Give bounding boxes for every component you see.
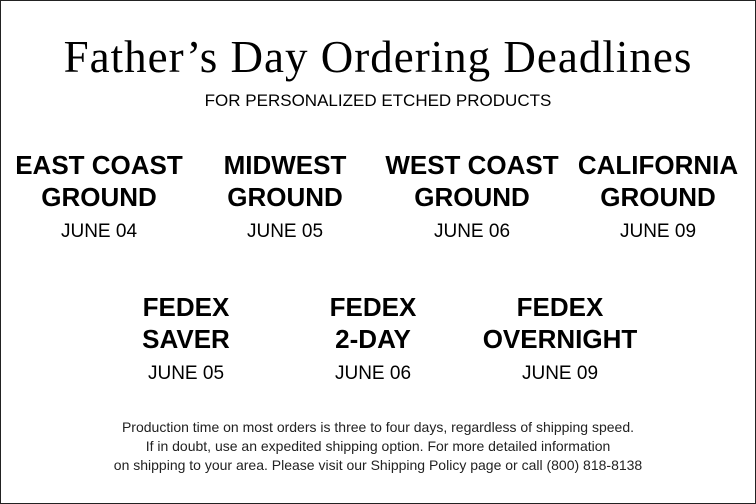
deadline-date: JUNE 05: [246, 221, 324, 242]
deadline-east-coast-ground: EAST COAST GROUND JUNE 04: [4, 149, 194, 244]
method-line2: GROUND: [414, 182, 530, 212]
deadline-date: JUNE 05: [147, 363, 225, 384]
method-line1: WEST COAST: [385, 150, 559, 180]
page-title: Father’s Day Ordering Deadlines: [63, 32, 693, 82]
method-line2: GROUND: [41, 182, 157, 212]
method-line1: CALIFORNIA: [577, 150, 739, 180]
footer-note: Production time on most orders is three …: [1, 418, 755, 475]
method-line1: MIDWEST: [223, 150, 347, 180]
method-line1: FEDEX: [516, 292, 604, 322]
deadline-fedex-overnight: FEDEX OVERNIGHT JUNE 09: [465, 291, 655, 386]
footer-line: If in doubt, use an expedited shipping o…: [145, 438, 611, 454]
method-line1: EAST COAST: [15, 150, 183, 180]
deadline-date: JUNE 06: [433, 221, 511, 242]
deadline-california-ground: CALIFORNIA GROUND JUNE 09: [563, 149, 753, 244]
deadline-date: JUNE 04: [60, 221, 138, 242]
deadline-west-coast-ground: WEST COAST GROUND JUNE 06: [377, 149, 567, 244]
footer-line: Production time on most orders is three …: [121, 419, 635, 435]
deadline-midwest-ground: MIDWEST GROUND JUNE 05: [190, 149, 380, 244]
footer-line: on shipping to your area. Please visit o…: [113, 457, 643, 473]
method-line2: 2-DAY: [335, 324, 411, 354]
deadline-fedex-saver: FEDEX SAVER JUNE 05: [91, 291, 281, 386]
method-line2: SAVER: [142, 324, 230, 354]
method-line1: FEDEX: [142, 292, 230, 322]
deadline-fedex-2-day: FEDEX 2-DAY JUNE 06: [278, 291, 468, 386]
method-line1: FEDEX: [329, 292, 417, 322]
method-line2: GROUND: [600, 182, 716, 212]
deadline-date: JUNE 06: [334, 363, 412, 384]
subtitle: FOR PERSONALIZED ETCHED PRODUCTS: [204, 91, 552, 110]
deadline-date: JUNE 09: [619, 221, 697, 242]
method-line2: OVERNIGHT: [482, 324, 638, 354]
method-line2: GROUND: [227, 182, 343, 212]
deadline-date: JUNE 09: [521, 363, 599, 384]
